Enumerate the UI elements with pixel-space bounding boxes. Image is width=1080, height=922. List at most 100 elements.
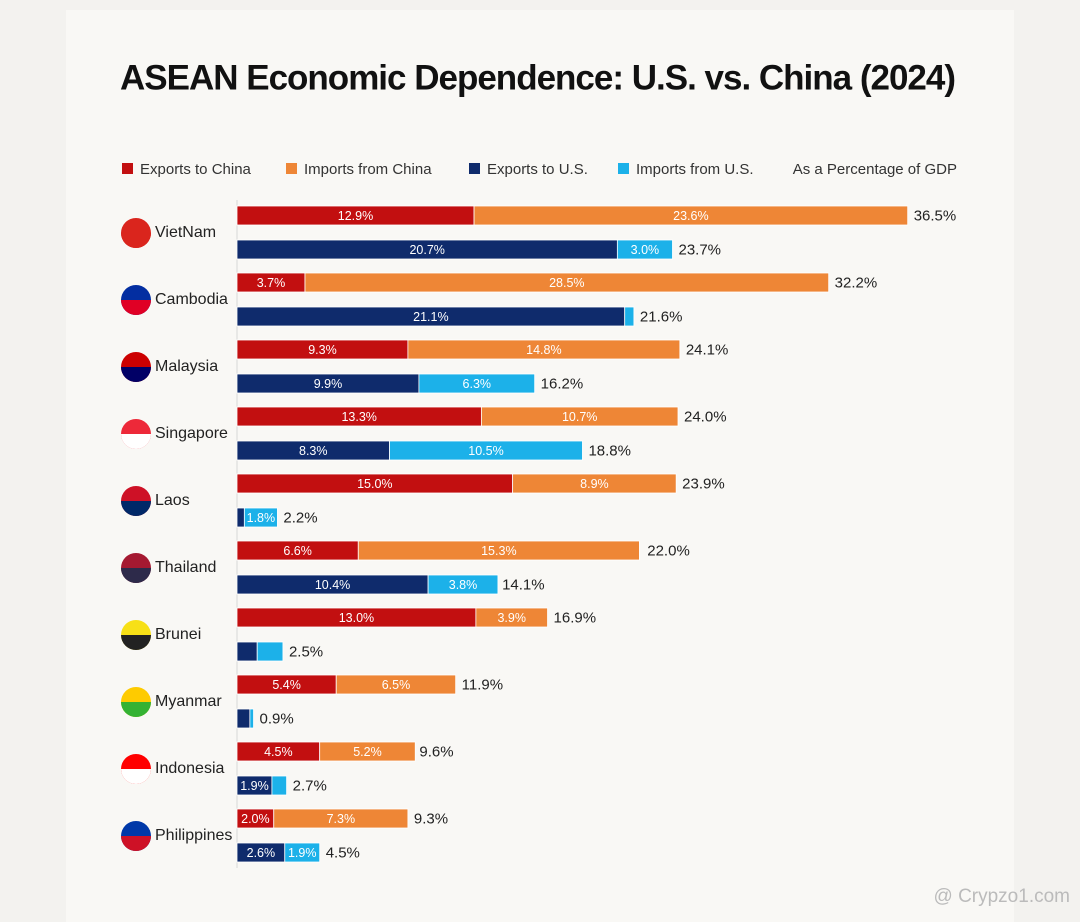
bar-segment bbox=[427, 574, 499, 595]
country-label: Cambodia bbox=[155, 291, 228, 308]
bar-segment bbox=[357, 540, 640, 561]
total-label: 18.8% bbox=[588, 442, 631, 459]
subtitle: As a Percentage of GDP bbox=[793, 161, 957, 178]
bar-segment bbox=[243, 507, 278, 528]
country-label: Singapore bbox=[155, 425, 228, 442]
segment-label: 13.0% bbox=[339, 611, 374, 625]
bar-segment bbox=[480, 406, 679, 427]
total-label: 23.9% bbox=[682, 475, 725, 492]
segment-label: 6.3% bbox=[463, 377, 492, 391]
total-label: 0.9% bbox=[260, 710, 294, 727]
bar-segment bbox=[418, 373, 536, 394]
bar-segment bbox=[512, 473, 677, 494]
legend-label: Exports to China bbox=[140, 161, 252, 178]
bar-segment bbox=[616, 239, 673, 260]
bar-segment bbox=[284, 842, 321, 863]
segment-label: 10.4% bbox=[315, 578, 350, 592]
legend-swatch bbox=[122, 163, 133, 174]
total-label: 16.2% bbox=[541, 375, 584, 392]
bar-segment bbox=[389, 440, 583, 461]
bar-segment bbox=[271, 775, 288, 796]
segment-label: 8.9% bbox=[580, 477, 609, 491]
segment-label: 5.4% bbox=[272, 678, 301, 692]
legend-swatch bbox=[286, 163, 297, 174]
country-label: Laos bbox=[155, 492, 190, 509]
segment-label: 1.9% bbox=[288, 846, 317, 860]
legend-label: Exports to U.S. bbox=[487, 161, 588, 178]
bar-segment bbox=[236, 708, 251, 729]
chart-title: ASEAN Economic Dependence: U.S. vs. Chin… bbox=[120, 58, 955, 97]
segment-label: 15.3% bbox=[481, 544, 516, 558]
segment-label: 6.6% bbox=[283, 544, 312, 558]
segment-label: 15.0% bbox=[357, 477, 392, 491]
total-label: 14.1% bbox=[502, 576, 545, 593]
segment-label: 1.9% bbox=[240, 779, 269, 793]
bar-segment bbox=[236, 641, 258, 662]
watermark: @ Crypzo1.com bbox=[934, 886, 1071, 907]
legend-swatch bbox=[469, 163, 480, 174]
country-label: Thailand bbox=[155, 559, 216, 576]
country-label: Philippines bbox=[155, 827, 232, 844]
bar-segment bbox=[335, 674, 457, 695]
segment-label: 1.8% bbox=[247, 511, 276, 525]
legend-swatch bbox=[618, 163, 629, 174]
segment-label: 3.7% bbox=[257, 276, 286, 290]
segment-label: 5.2% bbox=[353, 745, 382, 759]
flag bbox=[121, 568, 151, 583]
segment-label: 9.3% bbox=[308, 343, 337, 357]
bar-segment bbox=[236, 507, 245, 528]
flag bbox=[121, 836, 151, 851]
flag bbox=[121, 367, 151, 382]
panel bbox=[66, 10, 1014, 922]
bar-segment bbox=[475, 607, 548, 628]
segment-label: 21.1% bbox=[413, 310, 448, 324]
bar-segment bbox=[249, 708, 254, 729]
bar-segment bbox=[304, 272, 830, 293]
total-label: 9.6% bbox=[419, 743, 453, 760]
bar-segment bbox=[407, 339, 681, 360]
country-label: Malaysia bbox=[155, 358, 218, 375]
country-label: VietNam bbox=[155, 224, 216, 241]
total-label: 23.7% bbox=[678, 241, 721, 258]
total-label: 2.7% bbox=[293, 777, 327, 794]
segment-label: 2.0% bbox=[241, 812, 270, 826]
total-label: 16.9% bbox=[554, 609, 597, 626]
total-label: 4.5% bbox=[326, 844, 360, 861]
bar-segment bbox=[273, 808, 409, 829]
total-label: 24.0% bbox=[684, 408, 727, 425]
flag bbox=[121, 300, 151, 315]
country-label: Myanmar bbox=[155, 693, 222, 710]
total-label: 22.0% bbox=[647, 542, 690, 559]
segment-label: 9.9% bbox=[314, 377, 343, 391]
flag bbox=[121, 233, 151, 248]
total-label: 2.2% bbox=[283, 509, 317, 526]
total-label: 36.5% bbox=[914, 207, 957, 224]
segment-label: 7.3% bbox=[327, 812, 356, 826]
total-label: 2.5% bbox=[289, 643, 323, 660]
total-label: 32.2% bbox=[835, 274, 878, 291]
flag bbox=[121, 635, 151, 650]
segment-label: 6.5% bbox=[382, 678, 411, 692]
segment-label: 28.5% bbox=[549, 276, 584, 290]
legend-label: Imports from China bbox=[304, 161, 432, 178]
flag bbox=[121, 434, 151, 449]
segment-label: 3.0% bbox=[631, 243, 660, 257]
segment-label: 23.6% bbox=[673, 209, 708, 223]
legend-label: Imports from U.S. bbox=[636, 161, 754, 178]
segment-label: 10.7% bbox=[562, 410, 597, 424]
bar-segment bbox=[624, 306, 635, 327]
segment-label: 8.3% bbox=[299, 444, 328, 458]
segment-label: 12.9% bbox=[338, 209, 373, 223]
total-label: 24.1% bbox=[686, 341, 729, 358]
segment-label: 10.5% bbox=[468, 444, 503, 458]
segment-label: 3.9% bbox=[497, 611, 526, 625]
flag bbox=[121, 501, 151, 516]
segment-label: 13.3% bbox=[341, 410, 376, 424]
segment-label: 20.7% bbox=[409, 243, 444, 257]
country-label: Brunei bbox=[155, 626, 201, 643]
segment-label: 2.6% bbox=[247, 846, 276, 860]
bar-segment bbox=[256, 641, 284, 662]
segment-label: 4.5% bbox=[264, 745, 293, 759]
total-label: 21.6% bbox=[640, 308, 683, 325]
